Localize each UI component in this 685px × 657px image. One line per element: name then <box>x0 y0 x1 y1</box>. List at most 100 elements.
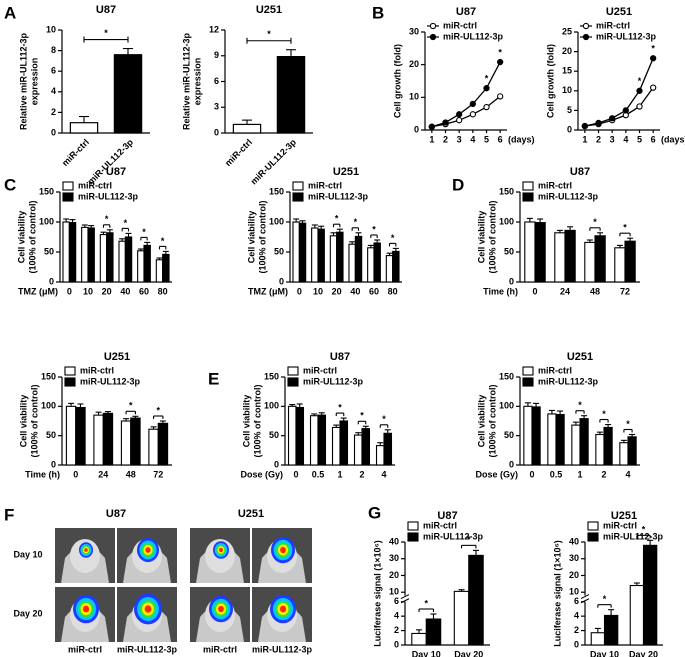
signal-blob <box>82 605 90 613</box>
y-tick-label: 2 <box>394 625 399 635</box>
y-tick-label: 20 <box>389 570 399 580</box>
significance-mark: * <box>142 227 146 237</box>
x-tick-label: 72 <box>620 286 630 296</box>
bar <box>411 632 427 646</box>
legend-label: miR-ctrl <box>596 20 630 30</box>
significance-mark: * <box>603 594 607 604</box>
point <box>650 55 657 62</box>
bar <box>317 414 327 466</box>
legend-swatch <box>64 377 76 387</box>
x-tick-label: 40 <box>120 286 130 296</box>
y-tick-label: 150 <box>41 371 56 381</box>
y-tick-label: 50 <box>274 246 284 256</box>
bar <box>524 221 536 283</box>
bar <box>584 241 596 283</box>
significance-mark: * <box>335 214 339 224</box>
y-tick-label: 5 <box>567 105 572 115</box>
chart-title: U251 <box>567 351 593 363</box>
y-tick-label: 0 <box>394 639 399 649</box>
bar <box>309 415 319 466</box>
bar <box>232 123 262 134</box>
x-tick-label: 40 <box>350 286 360 296</box>
bar <box>118 240 126 283</box>
bar <box>624 240 636 283</box>
significance-mark: * <box>161 236 165 246</box>
bar <box>425 618 442 646</box>
y-tick-label: 0 <box>51 459 56 469</box>
bar <box>590 632 606 646</box>
y-tick-label: 0 <box>574 639 579 649</box>
bar <box>148 428 159 466</box>
y-axis-label: expression <box>192 58 202 106</box>
panel-letter: F <box>4 505 14 524</box>
chart-title: U251 <box>606 6 632 18</box>
x-tick-label: 2 <box>443 134 448 144</box>
bar <box>339 420 349 466</box>
significance-mark: * <box>104 28 108 38</box>
signal-blob <box>144 605 152 613</box>
y-axis-label: (100% of control) <box>487 200 497 273</box>
y-tick-label: 2 <box>51 107 56 117</box>
bar <box>534 222 546 283</box>
y-axis-label: Cell growth (fold) <box>545 44 555 118</box>
x-axis-label: Time (h) <box>25 469 60 479</box>
signal-blob <box>145 547 151 553</box>
y-tick-label: 4 <box>574 611 579 621</box>
column-title: U87 <box>106 508 126 520</box>
significance-mark: * <box>626 419 630 429</box>
x-tick-label: 6 <box>651 134 656 144</box>
x-axis-label: Dose (Gy) <box>475 469 518 479</box>
chart-title: U251 <box>611 510 637 522</box>
signal-blob <box>219 547 223 553</box>
y-tick-label: 50 <box>269 430 279 440</box>
y-tick-label: 0 <box>509 276 514 286</box>
legend-swatch <box>407 521 419 531</box>
x-axis-label: TMZ (μM) <box>18 286 58 296</box>
bar <box>311 227 319 283</box>
point <box>636 103 643 110</box>
bar <box>571 424 581 466</box>
significance-mark: * <box>354 217 358 227</box>
y-tick-label: 150 <box>264 371 279 381</box>
legend-label: miR-UL112-3p <box>596 31 657 41</box>
point <box>636 87 643 94</box>
x-axis-label: TMZ (μM) <box>248 286 288 296</box>
y-tick-label: 0 <box>214 127 219 137</box>
x-tick-label: 4 <box>470 134 475 144</box>
significance-mark: * <box>124 218 128 228</box>
significance-mark: * <box>267 29 271 39</box>
bar <box>336 231 344 283</box>
column-title: U251 <box>238 508 264 520</box>
legend-label: miR-ctrl <box>80 365 114 375</box>
legend-label: miR-ctrl <box>303 365 337 375</box>
y-tick-label: 30 <box>389 553 399 563</box>
x-tick-label: 1 <box>582 134 587 144</box>
y-tick-label: 10 <box>569 587 579 597</box>
legend-marker <box>582 22 590 30</box>
y-axis-label: Cell viability <box>18 395 28 448</box>
significance-mark: * <box>651 44 655 54</box>
y-tick-label: 10 <box>562 85 572 95</box>
x-tick-label: 20 <box>102 286 112 296</box>
y-tick-label: 6 <box>574 596 579 606</box>
bar <box>642 544 658 646</box>
x-tick-label: 6 <box>498 134 503 144</box>
legend-swatch <box>287 366 299 376</box>
bar <box>137 250 145 283</box>
bar <box>594 235 606 283</box>
chart-title: U251 <box>104 351 130 363</box>
panel-letter: E <box>208 369 219 388</box>
y-axis-label: (100% of control) <box>252 384 262 457</box>
bar <box>130 417 141 466</box>
bar <box>93 414 104 466</box>
bar <box>555 413 565 466</box>
point <box>609 115 616 122</box>
x-tick-label: 1 <box>577 469 582 479</box>
legend-label: miR-ctrl <box>423 520 457 530</box>
y-tick-label: 4 <box>394 611 399 621</box>
y-axis-label: Cell viability <box>16 211 26 264</box>
significance-mark: * <box>638 76 642 86</box>
significance-mark: * <box>156 405 160 415</box>
point <box>497 93 504 100</box>
x-tick-label: 0 <box>293 469 298 479</box>
